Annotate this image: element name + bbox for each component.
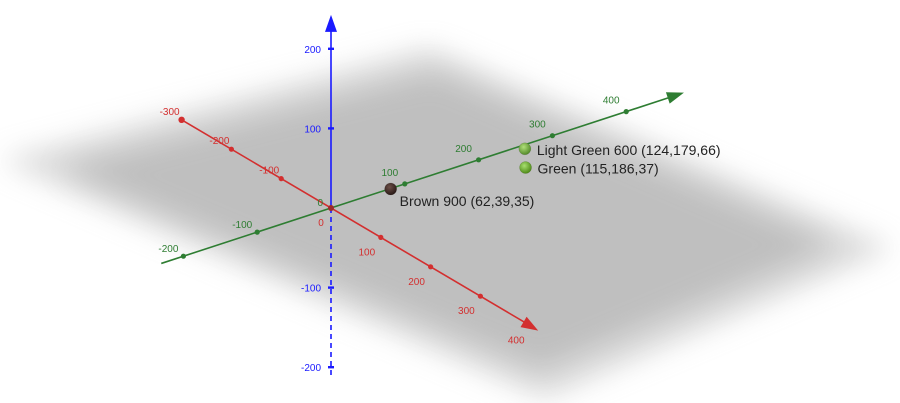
x-tick-label: 200 — [408, 277, 425, 288]
x-tick-mark — [477, 293, 483, 299]
x-tick-label: -200 — [209, 136, 229, 147]
data-point[interactable]: Green (115,186,37) — [519, 161, 659, 177]
x-tick-label: -100 — [259, 166, 279, 177]
data-point[interactable]: Brown 900 (62,39,35) — [384, 182, 535, 209]
data-point-marker[interactable] — [519, 161, 532, 174]
axes — [161, 14, 684, 376]
y-tick-label: -100 — [232, 220, 252, 231]
y-tick-mark — [476, 157, 482, 163]
z-tick-label: -100 — [301, 284, 321, 295]
data-point[interactable]: Light Green 600 (124,179,66) — [518, 142, 721, 158]
x-tick-mark — [428, 264, 434, 270]
origin-dot — [328, 205, 334, 211]
points[interactable]: Brown 900 (62,39,35)Green (115,186,37) Li… — [384, 142, 721, 209]
x-axis-arrow — [520, 316, 539, 331]
data-point-marker[interactable] — [518, 142, 532, 156]
x-tick-label: 300 — [458, 306, 475, 317]
x-tick-mark — [228, 146, 234, 152]
y-tick-label: 200 — [455, 144, 472, 155]
data-point-label: Green (115,186,37) — [538, 161, 659, 177]
origin-label: 0 — [317, 198, 323, 209]
y-axis-line — [161, 95, 673, 265]
x-axis-line — [181, 119, 531, 327]
x-tick-label: 100 — [358, 247, 375, 258]
y-tick-label: 300 — [529, 120, 546, 131]
x-tick-label: 0 — [318, 218, 324, 229]
axis-ticks: -300 -200 -100 0 100 200 300 400 -200 -100 100 200 3… — [158, 45, 629, 374]
z-axis-arrow — [325, 14, 337, 32]
data-point-label: Brown 900 (62,39,35) — [400, 193, 535, 209]
y-tick-label: 400 — [603, 96, 620, 107]
x-tick-label: 400 — [508, 336, 525, 347]
x-tick-mark — [378, 234, 384, 240]
z-tick-label: 200 — [304, 45, 321, 56]
x-tick-mark — [278, 176, 284, 182]
x-axis-start-dot — [178, 116, 185, 124]
z-tick-label: -200 — [301, 363, 321, 374]
data-point-marker[interactable] — [384, 182, 397, 196]
y-tick-mark — [402, 181, 408, 187]
y-tick-mark — [623, 109, 629, 115]
data-point-label: Light Green 600 (124,179,66) — [537, 142, 721, 158]
y-tick-mark — [180, 253, 186, 259]
y-tick-label: -200 — [158, 244, 178, 255]
x-tick-label: -300 — [160, 107, 180, 118]
y-tick-mark — [254, 229, 260, 235]
y-tick-label: 100 — [381, 168, 398, 179]
y-tick-mark — [549, 133, 556, 139]
z-tick-label: 100 — [304, 124, 321, 135]
y-axis-arrow — [665, 92, 684, 104]
xy-plane — [0, 48, 893, 398]
